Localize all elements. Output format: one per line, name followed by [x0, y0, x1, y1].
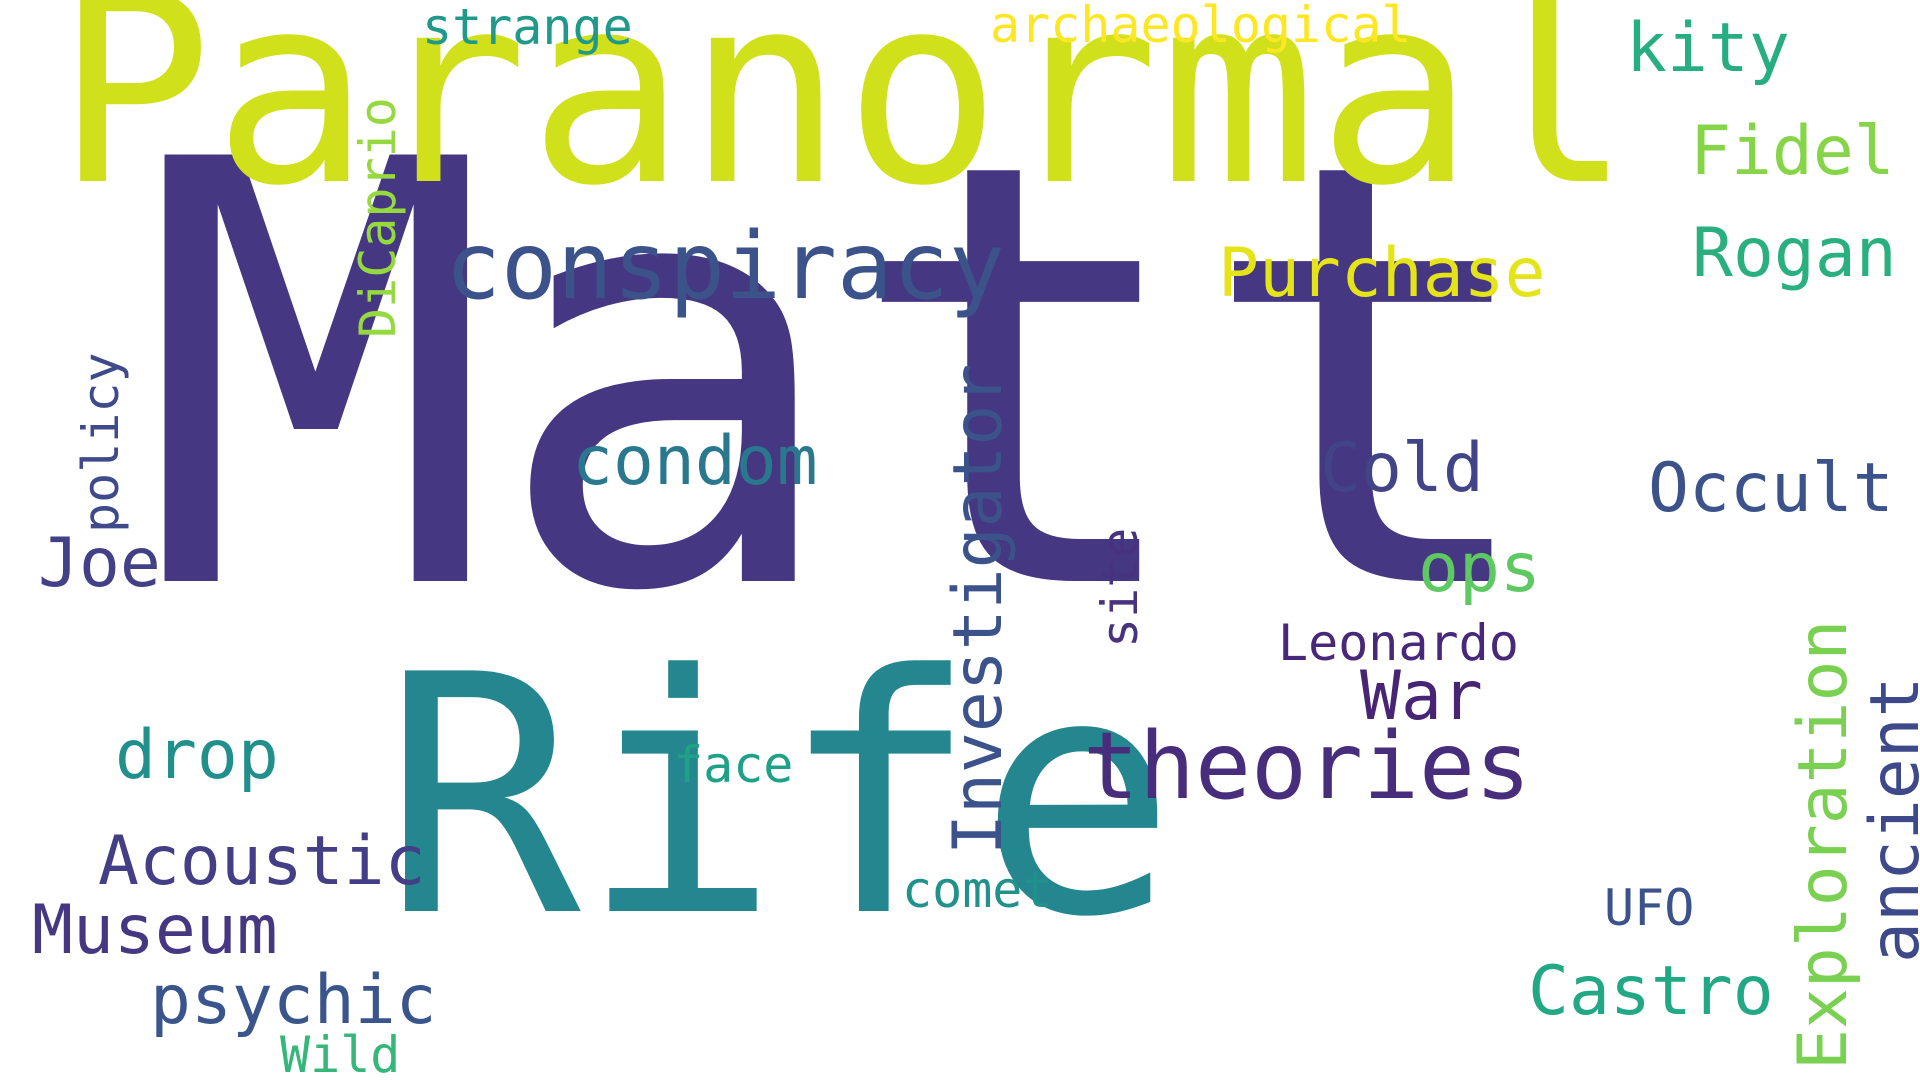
- word-ancient: ancient: [1856, 676, 1920, 963]
- word-fidel: Fidel: [1690, 112, 1895, 191]
- word-kity: kity: [1626, 9, 1790, 88]
- word-ufo: UFO: [1604, 879, 1695, 937]
- word-joe: Joe: [38, 524, 161, 603]
- word-investigator: Investigator: [939, 363, 1018, 855]
- word-dicaprio: DiCaprio: [349, 97, 407, 338]
- word-museum: Museum: [32, 891, 278, 970]
- word-wild: Wild: [280, 1026, 401, 1080]
- word-cold: Cold: [1320, 429, 1484, 508]
- word-acoustic: Acoustic: [98, 822, 426, 901]
- word-policy: policy: [72, 352, 130, 533]
- word-war: War: [1360, 657, 1483, 736]
- word-theories: theories: [1083, 712, 1531, 820]
- word-site: site: [1091, 527, 1149, 648]
- word-drop: drop: [115, 716, 279, 795]
- word-psychic: psychic: [150, 961, 437, 1040]
- word-comet: comet: [902, 861, 1053, 919]
- word-exploration: Exploration: [1784, 619, 1863, 1070]
- word-strange: strange: [422, 0, 633, 56]
- word-condom: condom: [572, 422, 818, 501]
- word-leonardo: Leonardo: [1278, 614, 1519, 672]
- word-ops: ops: [1418, 529, 1541, 608]
- word-purchase: Purchase: [1218, 234, 1546, 313]
- word-archaeological: archaeological: [990, 0, 1412, 54]
- word-matt: Matt: [140, 38, 1549, 719]
- word-rife: Rife: [382, 605, 1177, 989]
- word-rogan: Rogan: [1692, 214, 1897, 293]
- word-conspiracy: conspiracy: [445, 212, 1005, 320]
- word-face: face: [673, 736, 794, 794]
- word-castro: Castro: [1528, 952, 1774, 1031]
- word-paranormal: Paranormal: [55, 0, 1633, 243]
- word-occult: Occult: [1648, 449, 1894, 528]
